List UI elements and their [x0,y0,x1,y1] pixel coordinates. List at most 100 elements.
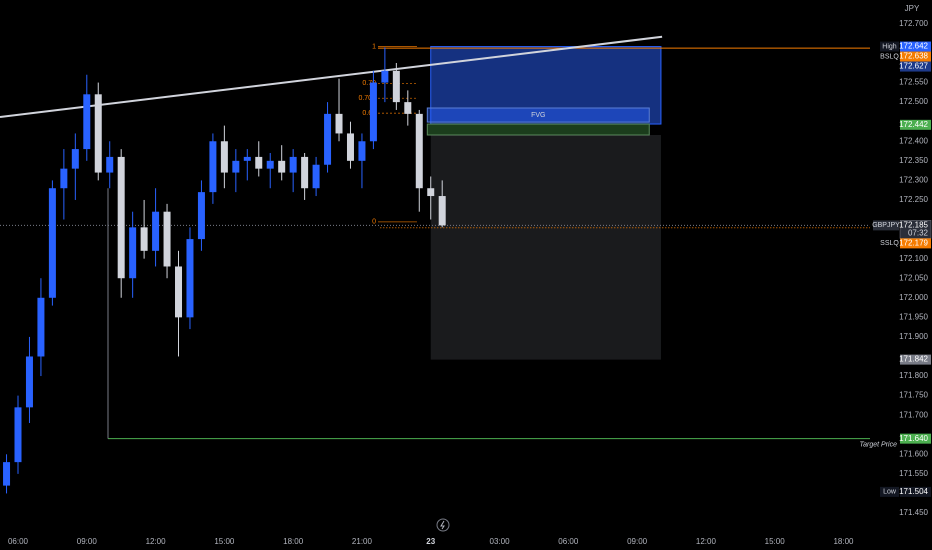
level-name: High [882,43,897,50]
candle-body [255,156,263,169]
x-tick-label: 18:00 [283,537,304,546]
level-value: 172.642 [899,42,928,51]
candle-body [392,70,400,103]
x-tick-label: 06:00 [8,537,29,546]
x-tick-label: 15:00 [214,537,235,546]
y-tick-label: 172.300 [899,176,928,185]
level-badge [900,433,931,444]
replay-icon[interactable] [436,518,450,532]
fib-label: 0.62 [362,110,376,117]
level-badge [900,41,931,52]
level-badge [900,61,931,72]
level-badge [900,119,931,130]
candle-body [278,160,286,173]
candle-body [301,156,309,189]
y-tick-label: 172.050 [899,273,928,282]
candle-body [152,211,160,251]
candle-body [404,102,412,114]
candle-body [25,356,33,408]
level-name: SSLQ [880,240,899,247]
level-name-badge [880,238,899,249]
candle-body [346,133,354,161]
level-value: 171.504 [899,487,928,496]
x-tick-label: 09:00 [627,537,648,546]
x-tick-label: 12:00 [696,537,717,546]
candle-body [175,266,183,318]
candle-body [60,168,68,189]
candle-body [14,407,22,463]
level-badge [900,354,931,365]
candle-body [83,94,91,150]
candle-body [312,164,320,189]
zone-box [426,107,650,123]
x-tick-label: 06:00 [558,537,579,546]
candle-body [163,211,171,267]
candle-body [106,156,114,173]
y-tick-label: 171.900 [899,332,928,341]
candle-body [266,160,274,169]
fib-label: 1 [372,43,376,50]
level-name: Target Price [860,441,898,448]
x-tick-label: 09:00 [77,537,98,546]
y-tick-label: 171.800 [899,371,928,380]
level-badge [900,51,931,62]
fib-label: 0 [372,219,376,226]
candle-body [117,156,125,279]
last-price-countdown: 07:32 [908,229,929,238]
trendline [0,35,663,118]
level-value: 172.638 [899,52,928,61]
level-value: 172.442 [899,120,928,129]
x-tick-label: 18:00 [833,537,854,546]
level-value: 171.842 [899,355,928,364]
zone-box [430,135,661,360]
candle-body [48,188,56,298]
candle-body [71,149,79,169]
candle-body [94,94,102,173]
level-value: 171.640 [899,434,928,443]
y-tick-label: 171.550 [899,469,928,478]
candle-body [289,156,297,173]
last-price-value: 172.185 [899,221,928,230]
y-tick-label: 171.750 [899,391,928,400]
candle-body [427,188,435,197]
candle-body [369,82,377,142]
plot-area: FVG 1 0.79 0.705 0.62 0 [0,35,870,494]
candle-body [186,239,194,318]
candle-body [381,70,389,83]
fib-label: 0.79 [362,80,376,87]
level-value: 172.179 [899,239,928,248]
y-tick-label: 171.450 [899,508,928,517]
fib-label: 0.705 [358,95,376,102]
level-value: 172.627 [899,62,928,71]
y-tick-label: 172.700 [899,19,928,28]
y-tick-label: 171.700 [899,410,928,419]
y-tick-label: 172.000 [899,293,928,302]
level-badge [900,486,931,497]
x-tick-label: 15:00 [765,537,786,546]
candle-body [243,156,251,161]
level-name: BSLQ [880,53,899,60]
x-tick-label: 12:00 [146,537,167,546]
candle-body [197,192,205,240]
candle-body [129,227,137,279]
candle-body [140,227,148,251]
candle-body [37,297,45,357]
x-tick-label: 21:00 [352,537,373,546]
last-price-symbol-badge [873,220,899,231]
level-name-badge [880,51,899,62]
zone-label: FVG [531,112,545,119]
x-tick-label: 23 [426,537,435,546]
y-tick-label: 172.100 [899,254,928,263]
level-badge [900,238,931,249]
x-tick-label: 03:00 [490,537,511,546]
currency-label: JPY [905,4,920,13]
last-price-symbol: GBPJPY [872,222,900,229]
level-name-badge [880,41,899,52]
y-tick-label: 171.950 [899,312,928,321]
y-tick-label: 172.550 [899,78,928,87]
candle-body [3,462,11,486]
candle-body [220,141,228,173]
y-tick-label: 172.250 [899,195,928,204]
